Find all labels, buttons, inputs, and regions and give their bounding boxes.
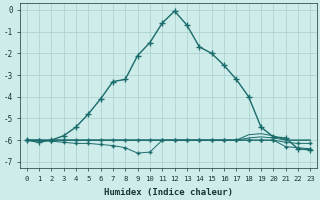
X-axis label: Humidex (Indice chaleur): Humidex (Indice chaleur) <box>104 188 233 197</box>
